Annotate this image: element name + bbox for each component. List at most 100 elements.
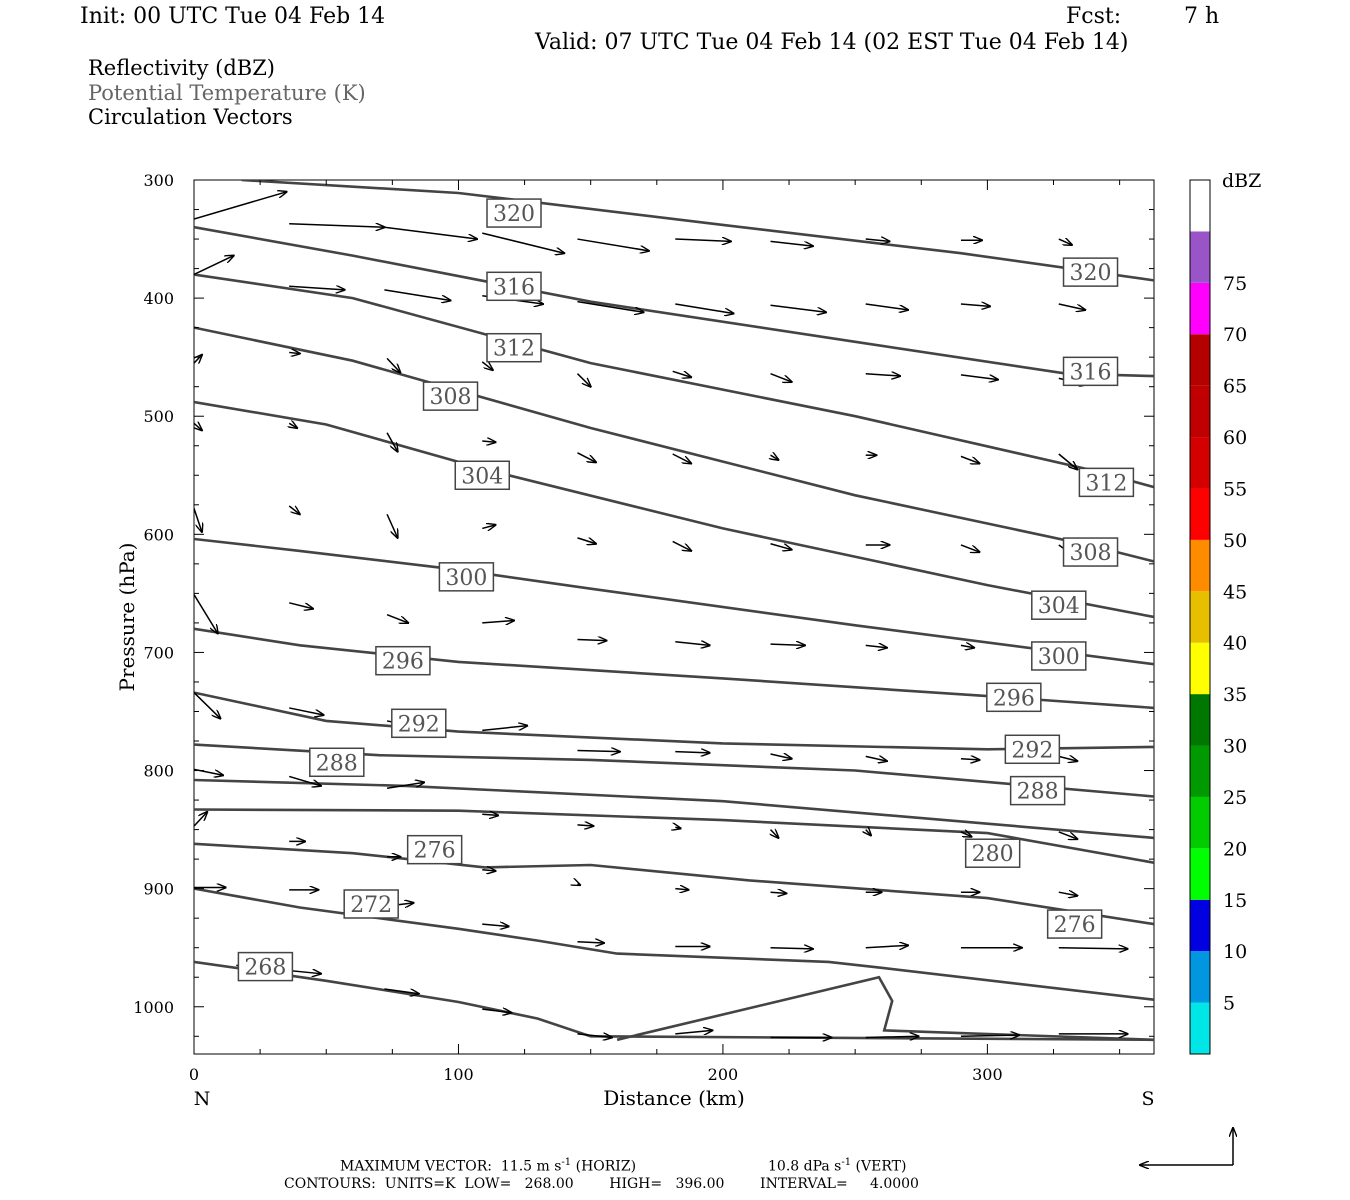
colorbar-swatch xyxy=(1190,231,1210,283)
colorbar-swatch xyxy=(1190,385,1210,438)
isentrope-label-box xyxy=(454,460,511,491)
circulation-vector xyxy=(194,692,220,719)
x-tick-label: 0 xyxy=(189,1065,199,1084)
colorbar-tick-label: 55 xyxy=(1223,478,1247,500)
isentrope-label-box xyxy=(1078,467,1135,498)
colorbar-swatch xyxy=(1190,1002,1210,1054)
x-axis-label: Distance (km) xyxy=(603,1086,745,1110)
isentrope-label: 308 xyxy=(1070,541,1112,566)
circulation-vector xyxy=(288,505,300,514)
colorbar-tick-label: 20 xyxy=(1223,838,1247,860)
isentrope-label: 320 xyxy=(493,202,535,227)
circulation-vector xyxy=(576,373,590,387)
x-tick-label: 300 xyxy=(972,1065,1003,1084)
isentrope-label-box xyxy=(1031,641,1087,671)
colorbar-tick-label: 70 xyxy=(1223,324,1247,346)
y-tick-label: 400 xyxy=(143,289,174,308)
isentrope-label-box xyxy=(438,562,495,592)
circulation-vector xyxy=(672,540,692,550)
circulation-vector xyxy=(482,232,564,253)
circulation-vector xyxy=(194,355,202,363)
y-tick-label: 500 xyxy=(143,407,174,426)
isentrope-label-box xyxy=(1062,257,1119,287)
colorbar-swatch xyxy=(1190,539,1210,592)
isentrope-label-box xyxy=(1062,356,1119,387)
isentrope-label: 288 xyxy=(1017,780,1059,805)
x-end-label-north: N xyxy=(194,1088,211,1110)
isentrope-label: 300 xyxy=(445,566,487,591)
circulation-vector xyxy=(960,374,998,380)
circulation-vector xyxy=(675,642,709,646)
isentrope-label: 276 xyxy=(1054,913,1096,938)
circulation-vector xyxy=(577,825,593,826)
legend-circulation-vectors: Circulation Vectors xyxy=(88,105,293,129)
colorbar-swatch xyxy=(1190,745,1210,797)
isentrope-label-box xyxy=(486,332,542,363)
circulation-vector xyxy=(386,357,400,372)
circulation-vector xyxy=(675,239,731,241)
colorbar-tick-label: 5 xyxy=(1223,993,1235,1015)
circulation-vector xyxy=(482,621,514,623)
circulation-vector xyxy=(770,754,792,759)
isentrope-label-box xyxy=(391,708,447,739)
circulation-vector xyxy=(384,289,450,301)
circulation-vector xyxy=(866,830,871,836)
colorbar-tick-label: 50 xyxy=(1223,530,1247,552)
colorbar-tick-label: 25 xyxy=(1223,787,1247,809)
max-vector-horiz-unit: (HORIZ) xyxy=(571,1158,637,1175)
circulation-vector xyxy=(770,543,792,550)
isentrope-label-box xyxy=(486,271,542,302)
isentrope-label: 288 xyxy=(316,751,358,776)
circulation-vector xyxy=(482,441,495,442)
circulation-vector xyxy=(194,423,202,430)
circulation-vector xyxy=(675,303,733,313)
circulation-vector xyxy=(865,239,890,241)
circulation-vector xyxy=(194,812,207,827)
colorbar-tick-label: 10 xyxy=(1223,941,1247,963)
max-vector-vert-exponent: -1 xyxy=(841,1157,852,1168)
isentrope-line-closed-14 xyxy=(616,975,1154,1042)
circulation-vector xyxy=(675,827,680,828)
isentrope-line-272 xyxy=(194,842,1154,926)
valid-time: Valid: 07 UTC Tue 04 Feb 14 (02 EST Tue … xyxy=(535,30,1129,55)
colorbar-swatch xyxy=(1190,180,1210,232)
isentrope-label: 304 xyxy=(1038,594,1080,619)
circulation-vector xyxy=(289,352,300,353)
isentrope-label: 316 xyxy=(1070,360,1112,385)
circulation-vector xyxy=(194,594,218,634)
init-time: Init: 00 UTC Tue 04 Feb 14 xyxy=(80,4,386,29)
circulation-vector xyxy=(1058,239,1072,245)
circulation-vector xyxy=(675,1030,712,1034)
isentrope-label: 300 xyxy=(1038,645,1080,670)
isentrope-label-box xyxy=(406,834,463,865)
circulation-vector xyxy=(1058,948,1128,949)
colorbar-swatch xyxy=(1190,951,1210,1003)
circulation-vector xyxy=(288,775,321,785)
y-axis-label: Pressure (hPa) xyxy=(115,543,139,692)
circulation-vector xyxy=(577,750,619,751)
isentrope-label-box xyxy=(1009,775,1066,806)
y-tick-label: 800 xyxy=(143,762,174,781)
circulation-vector xyxy=(960,304,990,306)
circulation-vector xyxy=(577,537,596,544)
y-tick-label: 1000 xyxy=(133,998,174,1017)
isentrope-label: 304 xyxy=(461,464,503,489)
circulation-vector xyxy=(482,726,527,732)
isentrope-label: 312 xyxy=(1085,471,1127,496)
isentrope-label: 272 xyxy=(350,893,392,918)
circulation-vector xyxy=(289,602,313,609)
circulation-vector xyxy=(577,238,648,251)
circulation-vector xyxy=(289,224,384,228)
isentrope-line-280 xyxy=(194,778,1154,840)
plot-frame xyxy=(193,179,1155,1055)
max-vector-vert-value: 10.8 dPa s xyxy=(768,1158,842,1175)
max-vector-horiz-exponent: -1 xyxy=(561,1157,572,1168)
circulation-vector xyxy=(386,782,424,789)
isentrope-line-304 xyxy=(194,400,1154,619)
x-tick-label: 100 xyxy=(443,1065,474,1084)
x-end-label-south: S xyxy=(1141,1088,1154,1110)
max-vector-horiz-value: MAXIMUM VECTOR: 11.5 m s xyxy=(340,1158,562,1175)
colorbar-swatch xyxy=(1190,488,1210,540)
circulation-vector xyxy=(577,452,596,462)
circulation-vector xyxy=(865,645,887,647)
